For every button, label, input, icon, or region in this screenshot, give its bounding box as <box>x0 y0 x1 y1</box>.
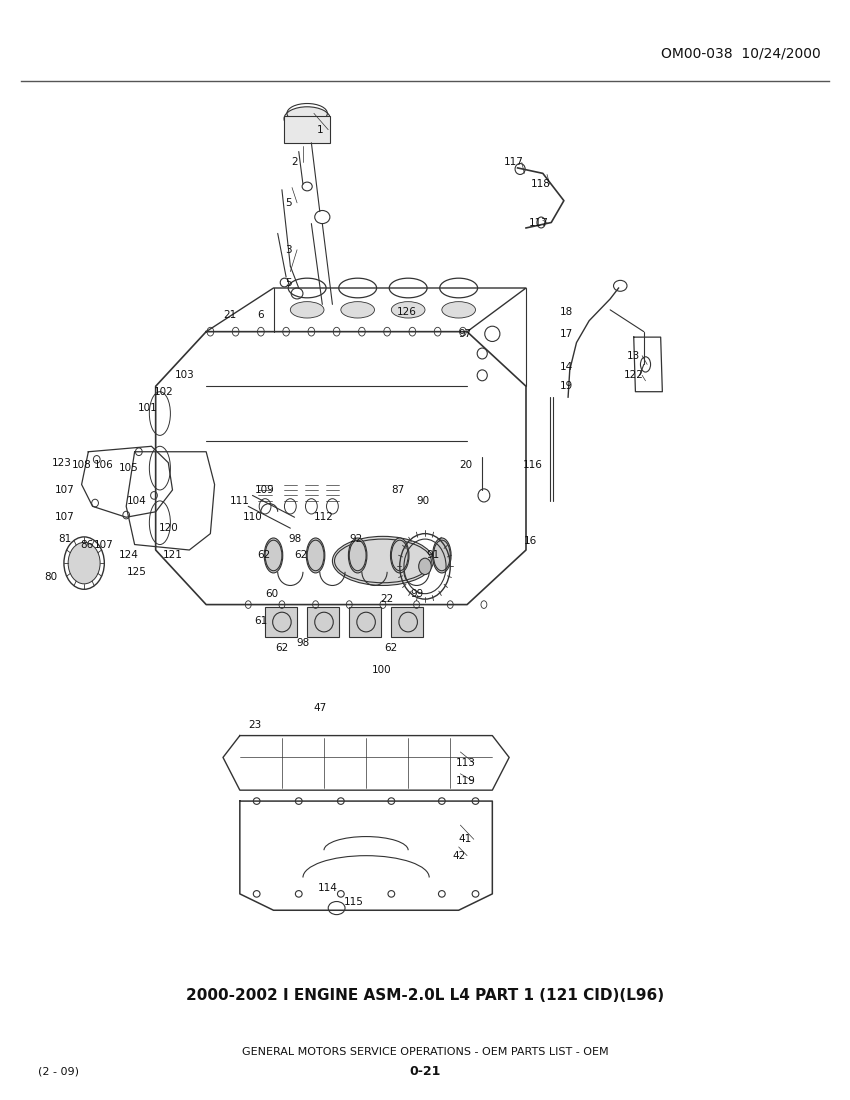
Text: 107: 107 <box>94 539 113 550</box>
Text: 80: 80 <box>44 572 57 582</box>
Text: 21: 21 <box>223 310 236 320</box>
Text: 19: 19 <box>560 382 573 392</box>
Text: 120: 120 <box>158 524 178 534</box>
Text: 3: 3 <box>286 245 292 255</box>
Ellipse shape <box>433 538 451 573</box>
Text: 14: 14 <box>560 362 573 372</box>
Ellipse shape <box>341 301 375 318</box>
Text: 5: 5 <box>286 277 292 287</box>
Text: 117: 117 <box>529 218 548 228</box>
Text: 115: 115 <box>343 896 364 906</box>
Text: 122: 122 <box>624 371 643 381</box>
Text: 114: 114 <box>318 883 338 893</box>
Text: 125: 125 <box>128 566 147 576</box>
Text: (2 - 09): (2 - 09) <box>38 1067 79 1077</box>
Text: 17: 17 <box>560 329 573 339</box>
Text: 1: 1 <box>316 124 323 134</box>
Text: 121: 121 <box>162 550 183 561</box>
Bar <box>307 607 339 637</box>
Text: 62: 62 <box>275 644 288 653</box>
Text: 86: 86 <box>80 539 94 550</box>
Text: 81: 81 <box>58 535 71 544</box>
Text: 117: 117 <box>503 157 524 167</box>
Text: 109: 109 <box>255 485 275 495</box>
Text: 61: 61 <box>254 616 268 626</box>
Text: 0-21: 0-21 <box>410 1065 440 1078</box>
Text: 107: 107 <box>55 513 75 522</box>
Ellipse shape <box>332 537 434 585</box>
Bar <box>285 116 330 143</box>
Text: 113: 113 <box>456 758 475 768</box>
Text: 92: 92 <box>349 535 363 544</box>
Bar <box>391 607 423 637</box>
Text: 126: 126 <box>397 307 416 317</box>
Ellipse shape <box>291 301 324 318</box>
Text: 16: 16 <box>524 537 537 547</box>
Text: 23: 23 <box>248 719 262 729</box>
Text: 99: 99 <box>410 588 423 598</box>
Text: 60: 60 <box>265 588 279 598</box>
Ellipse shape <box>391 301 425 318</box>
Text: 13: 13 <box>627 351 640 361</box>
Ellipse shape <box>442 301 475 318</box>
Text: 6: 6 <box>258 310 264 320</box>
Text: 106: 106 <box>94 460 113 470</box>
Ellipse shape <box>68 542 100 584</box>
Text: 91: 91 <box>427 550 440 561</box>
Text: 5: 5 <box>286 198 292 208</box>
Text: 103: 103 <box>175 371 195 381</box>
Text: 108: 108 <box>71 460 92 470</box>
Text: 118: 118 <box>531 179 551 189</box>
Text: 98: 98 <box>297 638 309 648</box>
Text: 119: 119 <box>456 777 475 786</box>
Text: 22: 22 <box>381 594 394 604</box>
Text: 112: 112 <box>314 513 334 522</box>
Text: 42: 42 <box>452 850 465 860</box>
Text: GENERAL MOTORS SERVICE OPERATIONS - OEM PARTS LIST - OEM: GENERAL MOTORS SERVICE OPERATIONS - OEM … <box>241 1047 609 1057</box>
Ellipse shape <box>306 538 325 573</box>
Ellipse shape <box>264 538 283 573</box>
Text: 47: 47 <box>313 703 326 713</box>
Ellipse shape <box>419 558 431 574</box>
Ellipse shape <box>390 538 409 573</box>
Bar <box>349 607 382 637</box>
Text: 107: 107 <box>55 485 75 495</box>
Text: 62: 62 <box>385 644 398 653</box>
Text: 90: 90 <box>416 496 430 506</box>
Text: 41: 41 <box>459 834 472 845</box>
Text: 97: 97 <box>459 329 472 339</box>
Text: 124: 124 <box>119 550 139 561</box>
Ellipse shape <box>284 107 331 131</box>
Text: 2: 2 <box>292 157 297 167</box>
Text: 20: 20 <box>459 460 472 470</box>
Text: 62: 62 <box>257 550 270 561</box>
Text: 98: 98 <box>288 535 301 544</box>
Text: 101: 101 <box>138 403 157 414</box>
Text: 104: 104 <box>128 496 147 506</box>
Text: 110: 110 <box>242 513 263 522</box>
Text: 2000-2002 I ENGINE ASM-2.0L L4 PART 1 (121 CID)(L96): 2000-2002 I ENGINE ASM-2.0L L4 PART 1 (1… <box>186 988 664 1003</box>
Ellipse shape <box>348 538 367 573</box>
Text: 100: 100 <box>371 666 391 675</box>
Bar <box>265 607 297 637</box>
Text: 102: 102 <box>154 387 174 397</box>
Text: 105: 105 <box>119 463 139 473</box>
Text: 62: 62 <box>294 550 307 561</box>
Text: 123: 123 <box>52 458 71 468</box>
Text: OM00-038  10/24/2000: OM00-038 10/24/2000 <box>660 46 820 60</box>
Text: 18: 18 <box>560 307 573 317</box>
Text: 111: 111 <box>230 496 250 506</box>
Text: 116: 116 <box>523 460 542 470</box>
Text: 87: 87 <box>392 485 405 495</box>
